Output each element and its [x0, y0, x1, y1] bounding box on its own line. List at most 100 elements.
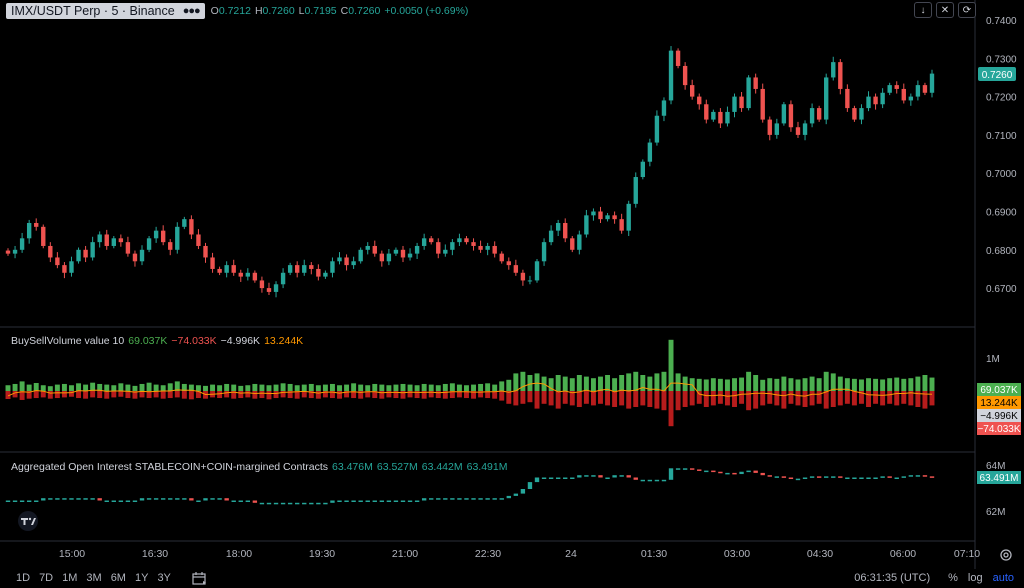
range-6m[interactable]: 6M [110, 572, 126, 584]
oi-bar [534, 477, 540, 483]
auto-toggle[interactable]: auto [992, 572, 1014, 584]
volume-legend[interactable]: BuySellVolume value 10 69.037K −74.033K … [11, 335, 303, 347]
download-icon[interactable]: ↓ [914, 2, 932, 18]
sell-volume-bar [640, 391, 646, 406]
buy-volume-bar [717, 378, 723, 391]
oi-bar [196, 500, 201, 502]
candle [203, 242, 208, 263]
sell-volume-bar [717, 391, 723, 404]
candle [880, 88, 885, 109]
clock-display[interactable]: 06:31:35 (UTC) [854, 572, 931, 584]
candle [175, 222, 180, 254]
collapse-icon[interactable]: ✕ [936, 2, 954, 18]
oi-bar [816, 476, 822, 478]
buy-volume-bar [555, 375, 561, 391]
calendar-icon[interactable] [192, 572, 208, 585]
range-3y[interactable]: 3Y [157, 572, 171, 584]
candle [563, 218, 568, 243]
percent-toggle[interactable]: % [948, 572, 958, 584]
buy-volume-bar [795, 379, 801, 391]
volume-legend-buy: 69.037K [128, 335, 168, 347]
buy-volume-bar [880, 379, 886, 391]
sell-volume-bar [499, 391, 505, 401]
buy-volume-bar [732, 378, 737, 391]
buy-volume-bar [76, 383, 82, 391]
oi-bar [41, 498, 46, 501]
candle [915, 80, 921, 101]
sell-volume-bar [372, 391, 378, 399]
buy-volume-bar [837, 376, 843, 391]
ohlc-close: C0.7260 [340, 5, 381, 17]
buy-volume-bar [781, 376, 787, 391]
price-axis-label: 0.6800 [986, 246, 1017, 257]
sell-volume-bar [217, 391, 223, 399]
candle [5, 248, 11, 256]
sell-volume-bar [689, 391, 695, 406]
candle [689, 79, 695, 100]
symbol-selector[interactable]: IMX/USDT Perp · 5 · Binance ●●● [6, 3, 205, 19]
oi-legend[interactable]: Aggregated Open Interest STABLECOIN+COIN… [11, 461, 508, 473]
sell-volume-bar [54, 391, 60, 399]
candle [111, 236, 116, 249]
range-1m[interactable]: 1M [62, 572, 78, 584]
buy-volume-bar [788, 378, 794, 391]
range-3m[interactable]: 3M [86, 572, 102, 584]
oi-bar [612, 475, 617, 478]
candle [774, 118, 780, 139]
log-toggle[interactable]: log [967, 572, 983, 584]
candle [41, 224, 46, 249]
range-7d[interactable]: 7D [39, 572, 54, 584]
candle [661, 97, 667, 122]
fullscreen-icon[interactable]: ⟳ [958, 2, 976, 18]
oi-bar [309, 502, 314, 505]
oi-bar [69, 498, 74, 500]
candle [309, 262, 314, 275]
oi-bar [252, 500, 258, 503]
candle [407, 248, 413, 261]
price-change: +0.0050 (+0.69%) [384, 5, 469, 17]
sell-volume-bar [710, 391, 716, 406]
candle [146, 236, 152, 253]
candle [245, 268, 251, 281]
oi-bar [175, 498, 180, 500]
time-axis-label: 01:30 [641, 548, 667, 560]
sell-volume-bar [661, 391, 667, 411]
buy-volume-bar [760, 379, 766, 391]
candle [351, 256, 356, 269]
sell-volume-bar [802, 391, 808, 407]
oi-bar [725, 472, 730, 475]
oi-tag-label: 63.491M [980, 473, 1019, 484]
settings-gear-icon[interactable] [999, 548, 1013, 562]
range-1y[interactable]: 1Y [134, 572, 149, 584]
sell-volume-bar [322, 391, 328, 398]
sell-volume-bar [675, 391, 681, 411]
oi-bar [485, 498, 490, 500]
buy-volume-bar [97, 383, 103, 391]
sell-volume-bar [703, 391, 709, 407]
buy-volume-bar [421, 383, 427, 391]
candle [421, 233, 427, 250]
chart-canvas[interactable]: 0.7400 0.7300 0.7200 0.7100 0.7000 0.6900 0.68… [0, 0, 1024, 569]
oi-bar [217, 498, 222, 500]
sell-volume-bar [111, 391, 117, 398]
range-1d[interactable]: 1D [16, 572, 31, 584]
candle [280, 268, 286, 289]
buy-volume-bar [407, 384, 413, 391]
tradingview-logo-icon[interactable] [14, 511, 42, 531]
buy-volume-bar [400, 383, 406, 391]
buy-volume-bar [901, 378, 907, 391]
oi-bar [548, 477, 554, 479]
sell-volume-bar [612, 391, 618, 407]
chart-top-buttons: ↓ ✕ ⟳ [914, 2, 976, 18]
candle [894, 81, 899, 94]
sell-volume-bar [188, 391, 194, 400]
buy-volume-bar [915, 376, 921, 391]
candle [534, 258, 540, 283]
oi-bar [323, 502, 328, 505]
candle [929, 69, 935, 98]
buy-volume-bar [492, 384, 498, 391]
more-options-icon[interactable]: ●●● [182, 5, 201, 17]
buy-volume-bar [696, 378, 702, 391]
buy-volume-bar [499, 381, 505, 391]
oi-bar [358, 500, 363, 502]
